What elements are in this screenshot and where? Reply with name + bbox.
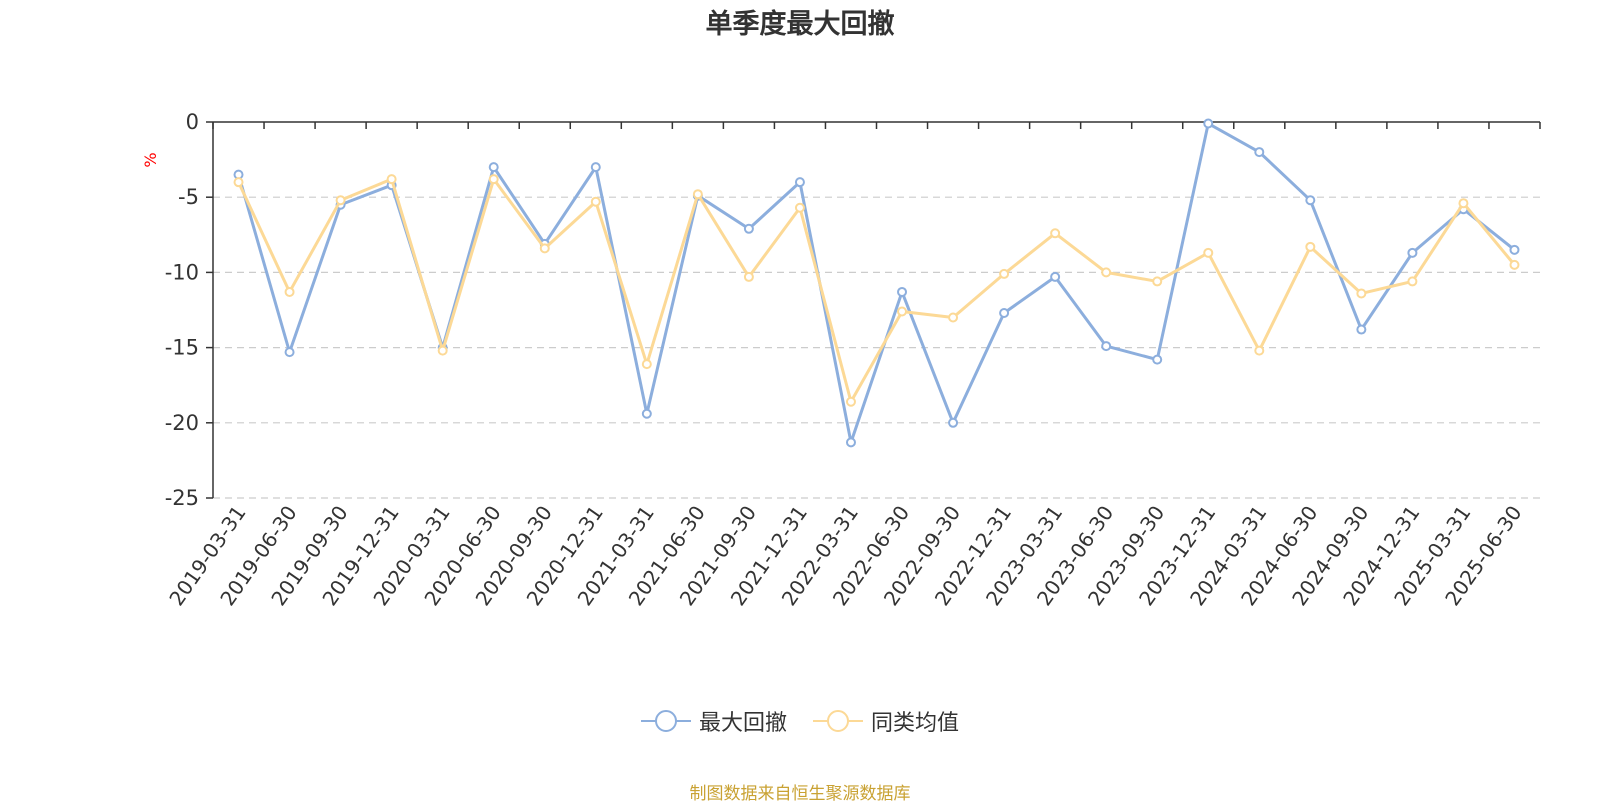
data-point <box>488 174 499 185</box>
data-point <box>233 177 244 188</box>
data-point <box>1458 198 1469 209</box>
series-line <box>237 177 1516 404</box>
data-point <box>1356 288 1367 299</box>
data-point <box>1407 247 1418 258</box>
data-point <box>335 195 346 206</box>
legend-swatch <box>813 710 863 732</box>
legend-item[interactable]: 同类均值 <box>813 705 959 737</box>
y-tick-label: 0 <box>186 110 199 134</box>
data-point <box>1305 241 1316 252</box>
legend-swatch <box>640 710 691 732</box>
data-point <box>1407 276 1418 287</box>
data-point <box>794 202 805 213</box>
series-line <box>237 122 1516 444</box>
data-point <box>1152 354 1163 365</box>
data-point <box>743 223 754 234</box>
data-point <box>999 268 1010 279</box>
axes: 0-5-10-15-20-252019-03-312019-06-302019-… <box>164 110 1541 610</box>
data-point <box>590 196 601 207</box>
legend-label: 最大回撤 <box>698 711 787 736</box>
data-point <box>284 347 295 358</box>
y-tick-label: -10 <box>165 260 199 284</box>
y-axis-unit-label: % <box>141 152 160 167</box>
data-point <box>1101 267 1112 278</box>
data-point <box>1356 324 1367 335</box>
data-point <box>1203 247 1214 258</box>
data-point <box>1101 341 1112 352</box>
legend: 最大回撤 同类均值 <box>0 705 1600 737</box>
data-point <box>437 345 448 356</box>
data-point <box>845 396 856 407</box>
data-point <box>386 174 397 185</box>
series-1 <box>233 118 1520 448</box>
data-point <box>641 408 652 419</box>
data-point <box>488 162 499 173</box>
data-point <box>743 271 754 282</box>
data-point <box>1254 345 1265 356</box>
data-point <box>1050 271 1061 282</box>
data-point <box>1305 195 1316 206</box>
data-point <box>999 308 1010 319</box>
data-point <box>284 286 295 297</box>
data-point <box>794 177 805 188</box>
data-point <box>590 162 601 173</box>
data-point <box>539 243 550 254</box>
data-point <box>1050 228 1061 239</box>
data-point <box>1203 118 1214 129</box>
data-point <box>641 359 652 370</box>
y-tick-label: -25 <box>165 486 199 510</box>
data-point <box>897 306 908 317</box>
data-point <box>692 189 703 200</box>
source-note: 制图数据来自恒生聚源数据库 <box>689 784 911 804</box>
y-tick-label: -20 <box>165 411 199 435</box>
y-tick-label: -15 <box>165 336 199 360</box>
legend-label: 同类均值 <box>871 711 960 736</box>
data-point <box>1254 147 1265 158</box>
data-point <box>1509 259 1520 270</box>
data-point <box>897 286 908 297</box>
data-point <box>1152 276 1163 287</box>
legend-item[interactable]: 最大回撤 <box>640 705 787 737</box>
chart-title: 单季度最大回撤 <box>705 9 895 40</box>
data-point <box>1509 244 1520 255</box>
series-lines <box>233 118 1520 448</box>
y-tick-label: -5 <box>178 185 199 209</box>
grid-lines <box>213 196 1540 499</box>
series-2 <box>233 174 1520 407</box>
data-point <box>948 417 959 428</box>
data-point <box>948 312 959 323</box>
data-point <box>845 437 856 448</box>
